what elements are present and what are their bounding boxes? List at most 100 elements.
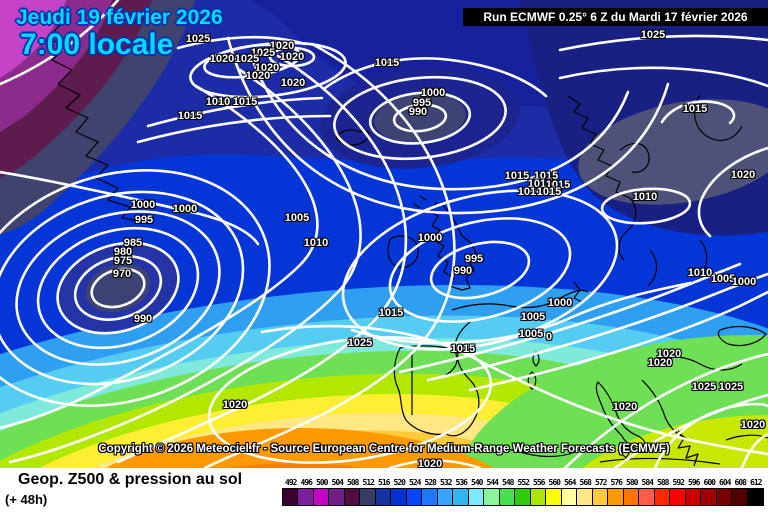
legend-value: 568	[579, 478, 592, 487]
legend-cell: 560	[545, 478, 563, 506]
pressure-label: 1000	[420, 87, 446, 99]
pressure-label: 1015	[545, 179, 571, 191]
legend-value: 564	[564, 478, 576, 487]
pressure-label: 1015	[533, 170, 559, 182]
pressure-label: 1025	[691, 381, 717, 393]
pressure-label: 1000	[547, 297, 573, 309]
legend-cell: 592	[669, 478, 687, 506]
date-overlay: Jeudi 19 février 2026 7:00 locale	[16, 6, 223, 62]
map-title: Geop. Z500 & pression au sol	[18, 471, 243, 488]
legend-value: 580	[626, 478, 638, 487]
forecast-time: 7:00 locale	[20, 28, 174, 61]
legend-value: 540	[471, 478, 483, 487]
legend-cell: 544	[483, 478, 501, 506]
legend-cell: 548	[498, 478, 516, 506]
pressure-label: 1005	[518, 328, 544, 340]
pressure-label: 1020	[245, 70, 271, 82]
legend-color-swatch	[746, 488, 764, 506]
legend-cell: 572	[591, 478, 609, 506]
pressure-label: 1015	[232, 96, 258, 108]
pressure-label: 1015	[682, 103, 708, 115]
pressure-label: 1025	[250, 47, 276, 59]
copyright-text: Copyright © 2026 Meteociel.fr - Source E…	[98, 443, 670, 455]
pressure-label: 995	[464, 253, 484, 265]
pressure-label: 1020	[279, 51, 305, 63]
pressure-label: 990	[453, 265, 473, 277]
pressure-label: 1025	[185, 33, 211, 45]
pressure-label: 0	[545, 331, 553, 343]
pressure-label: 1005	[284, 212, 310, 224]
pressure-label: 1015	[536, 186, 562, 198]
weather-map-svg	[0, 0, 768, 468]
pressure-label: 990	[133, 313, 153, 325]
pressure-label: 1005	[520, 311, 546, 323]
pressure-label: 1015	[177, 110, 203, 122]
legend-value: 548	[502, 478, 514, 487]
pressure-label: 1025	[347, 337, 373, 349]
legend-cell: 612	[746, 478, 764, 506]
pressure-label: 1010	[632, 191, 658, 203]
pressure-label: 1025	[640, 29, 666, 41]
legend-value: 560	[548, 478, 561, 487]
legend-value: 528	[424, 478, 437, 487]
color-scale-legend: 492 496 500 504 508 512 516 520 524 528 532 536 540 5…	[281, 478, 764, 506]
legend-value: 536	[455, 478, 468, 487]
pressure-label: 1015	[450, 343, 476, 355]
legend-value: 516	[378, 478, 390, 487]
legend-value: 576	[610, 478, 623, 487]
legend-value: 544	[486, 478, 499, 487]
legend-value: 592	[672, 478, 685, 487]
pressure-label: 995	[134, 214, 154, 226]
map-canvas	[0, 0, 768, 468]
legend-value: 500	[316, 478, 328, 487]
legend-value: 596	[688, 478, 700, 487]
pressure-label: 1020	[647, 357, 673, 369]
pressure-label: 970	[112, 268, 132, 280]
pressure-label: 1025	[234, 53, 260, 65]
legend-value: 612	[750, 478, 762, 487]
legend-value: 524	[409, 478, 421, 487]
pressure-label: 1020	[656, 348, 682, 360]
pressure-label: 975	[113, 255, 133, 267]
legend-value: 584	[641, 478, 654, 487]
legend-cell: 528	[421, 478, 439, 506]
pressure-label: 1020	[222, 399, 248, 411]
legend-value: 556	[533, 478, 545, 487]
pressure-label: 1020	[209, 53, 235, 65]
pressure-label: 1000	[130, 199, 156, 211]
legend-value: 504	[331, 478, 344, 487]
pressure-label: 1015	[378, 307, 404, 319]
pressure-label: 990	[408, 106, 428, 118]
pressure-label: 995	[412, 97, 432, 109]
legend-value: 520	[393, 478, 406, 487]
pressure-label: 1000	[172, 203, 198, 215]
pressure-label: 1020	[254, 62, 280, 74]
pressure-label: 1020	[740, 419, 766, 431]
pressure-label: 1000	[417, 232, 443, 244]
legend-value: 492	[285, 478, 297, 487]
legend-cell: 552	[514, 478, 532, 506]
legend-value: 552	[517, 478, 530, 487]
pressure-label: 1020	[417, 458, 443, 470]
legend-value: 600	[703, 478, 716, 487]
pressure-label: 1015	[374, 57, 400, 69]
pressure-label: 1005	[710, 273, 736, 285]
isobar-lines	[0, 0, 768, 468]
pressure-label: 1020	[730, 169, 756, 181]
legend-value: 512	[362, 478, 375, 487]
pressure-label: 985	[123, 237, 143, 249]
legend-value: 496	[300, 478, 313, 487]
pressure-label: 1015	[504, 170, 530, 182]
footer-bar: Geop. Z500 & pression au sol (+ 48h) 492…	[0, 468, 768, 512]
pressure-label: 980	[113, 246, 133, 258]
pressure-label: 1010	[205, 96, 231, 108]
forecast-date: Jeudi 19 février 2026	[16, 6, 223, 29]
legend-cell: 580	[622, 478, 640, 506]
legend-value: 588	[657, 478, 669, 487]
pressure-label: 1010	[687, 267, 713, 279]
run-info-banner: Run ECMWF 0.25° 6 Z du Mardi 17 février …	[463, 8, 768, 26]
pressure-label: 1010	[517, 186, 543, 198]
legend-value: 532	[440, 478, 452, 487]
legend-value: 572	[595, 478, 607, 487]
